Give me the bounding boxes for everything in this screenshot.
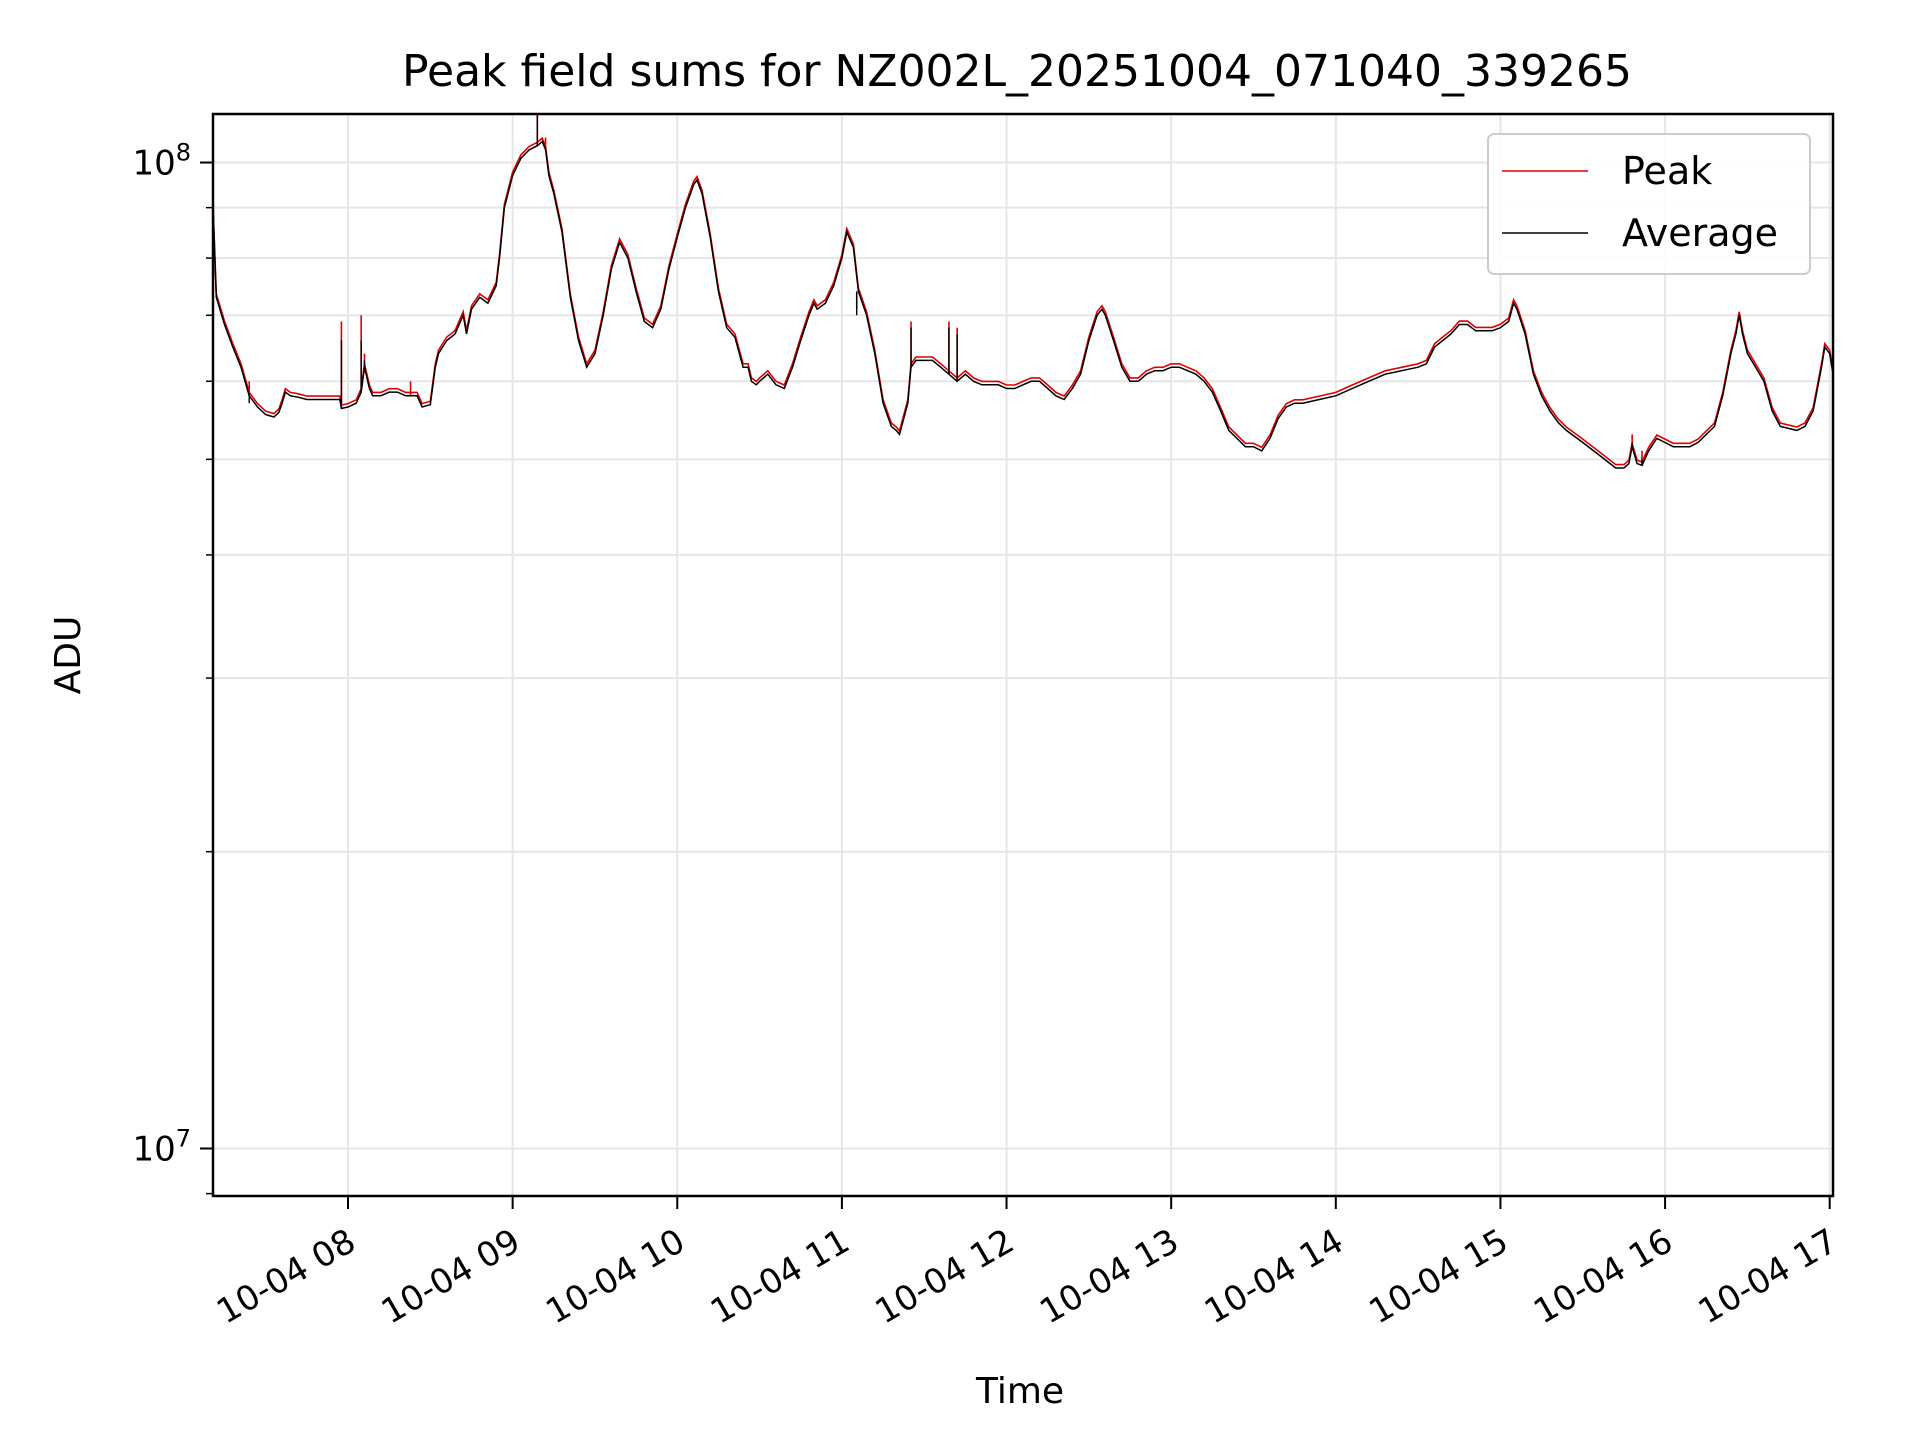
y-tick-label: 107: [132, 1124, 191, 1169]
plot-frame: [211, 112, 1835, 1198]
y-tick-label: 108: [132, 139, 191, 184]
y-axis-label: ADU: [48, 616, 89, 695]
legend-peak-label: Peak: [1622, 149, 1712, 193]
average-line: [213, 140, 1833, 469]
legend-average-label: Average: [1622, 211, 1778, 255]
chart-title: Peak field sums for NZ002L_20251004_0710…: [402, 46, 1632, 97]
x-axis-label: Time: [975, 1371, 1064, 1412]
legend: Peak Average: [1487, 133, 1811, 275]
legend-box: [1487, 133, 1811, 275]
series-group: [213, 114, 1833, 469]
peak-line: [213, 136, 1833, 466]
